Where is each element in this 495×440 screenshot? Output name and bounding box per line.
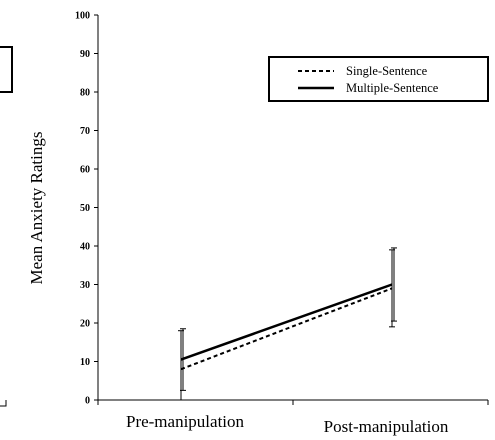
legend-label-single-sentence: Single-Sentence [346,64,428,78]
y-tick-label-60: 60 [80,165,90,176]
y-tick-label-100: 100 [75,11,90,22]
x-category-label-0: Pre-manipulation [126,412,245,431]
y-tick-label-0: 0 [85,396,90,407]
legend-box [268,56,489,102]
x-axis-categories: Pre-manipulation Post-manipulation [126,412,449,436]
y-tick-label-10: 10 [80,357,90,368]
y-axis-ticks: 0 10 20 30 40 50 60 70 80 90 100 [75,11,98,407]
legend: Single-Sentence Multiple-Sentence [268,56,489,102]
adjacent-panel-fragment [0,46,13,407]
y-tick-label-20: 20 [80,319,90,330]
y-tick-label-70: 70 [80,126,90,137]
y-tick-label-80: 80 [80,88,90,99]
y-axis-title: Mean Anxiety Ratings [27,132,46,285]
x-category-label-1: Post-manipulation [324,417,449,436]
y-tick-label-40: 40 [80,242,90,253]
legend-label-multiple-sentence: Multiple-Sentence [346,81,439,95]
y-tick-label-50: 50 [80,203,90,214]
series-layer [178,247,397,401]
series-line-single-sentence [180,287,393,371]
y-tick-label-90: 90 [80,49,90,60]
y-tick-label-30: 30 [80,280,90,291]
series-line-multiple-sentence [180,283,393,361]
